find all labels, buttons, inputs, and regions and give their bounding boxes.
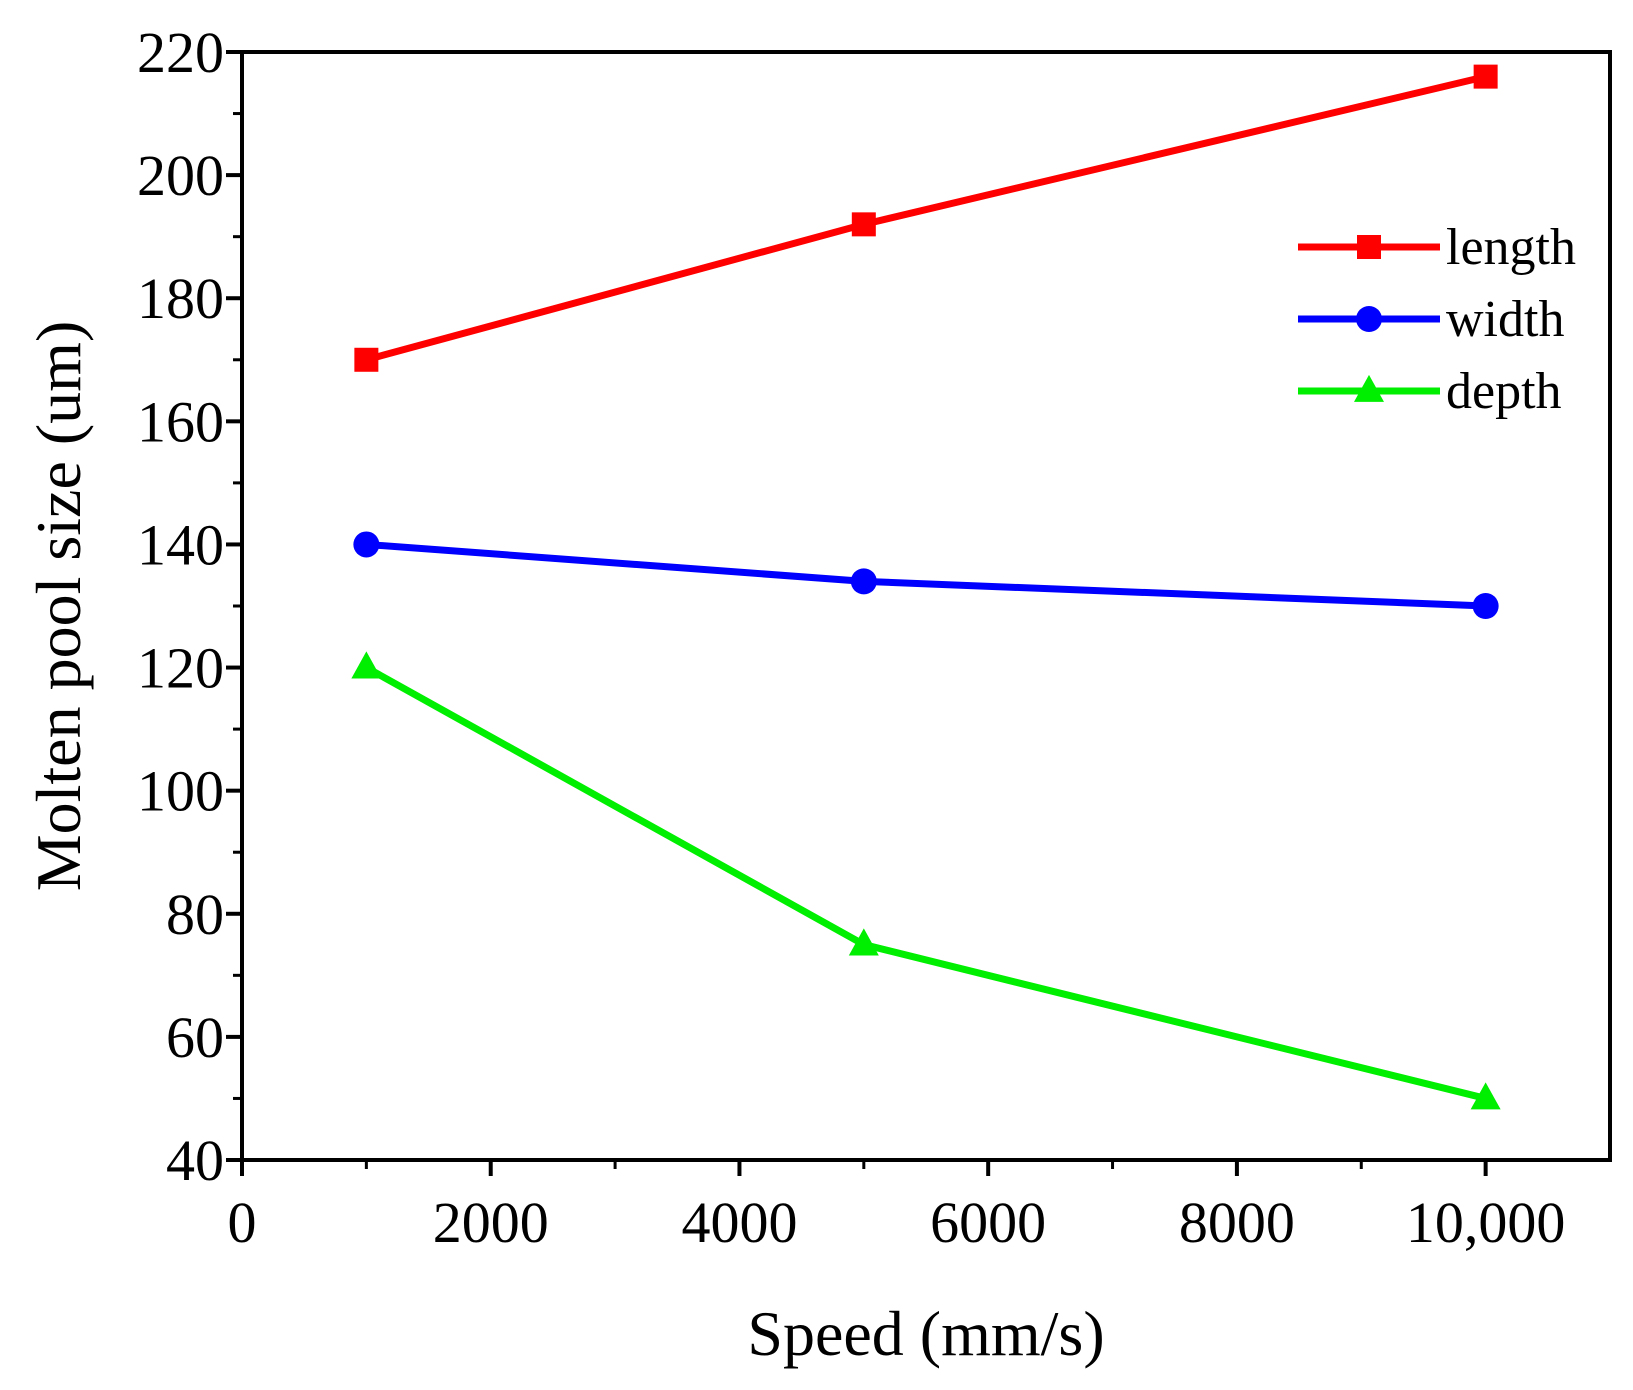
x-tick-label: 6000 xyxy=(930,1190,1046,1255)
y-tick-label: 100 xyxy=(137,759,224,824)
legend-marker xyxy=(1356,306,1382,332)
y-axis-tick-labels: 40 60 80 100 120 140 160 180 200 220 xyxy=(137,20,224,1193)
legend-item-width: width xyxy=(1298,291,1564,348)
data-point-depth xyxy=(351,651,382,679)
major-ticks xyxy=(226,50,1488,1176)
y-axis-title: Molten pool size (um) xyxy=(23,321,94,892)
plot-area-frame xyxy=(240,50,1612,1162)
data-point-width xyxy=(1472,593,1499,619)
data-point-length xyxy=(354,347,379,372)
series-depth xyxy=(351,651,1501,1110)
y-tick-label: 120 xyxy=(137,636,224,701)
x-tick-label: 2000 xyxy=(433,1190,549,1255)
legend-marker xyxy=(1354,374,1384,402)
series-layer xyxy=(351,64,1501,1110)
y-tick-label: 40 xyxy=(166,1128,224,1193)
y-tick-label: 160 xyxy=(137,389,224,454)
legend-label: width xyxy=(1446,291,1564,348)
y-tick-label: 60 xyxy=(166,1005,224,1070)
data-point-length xyxy=(851,212,876,237)
x-tick-label: 0 xyxy=(228,1190,257,1255)
legend-item-depth: depth xyxy=(1298,363,1562,420)
x-axis-title: Speed (mm/s) xyxy=(747,1298,1104,1369)
x-tick-label: 8000 xyxy=(1179,1190,1295,1255)
y-tick-label: 80 xyxy=(166,882,224,947)
legend-marker xyxy=(1357,235,1381,259)
y-tick-label: 180 xyxy=(137,266,224,331)
legend-label: length xyxy=(1446,219,1576,276)
y-tick-label: 140 xyxy=(137,512,224,577)
data-point-length xyxy=(1473,64,1498,89)
data-point-depth xyxy=(1470,1082,1501,1110)
x-tick-label: 4000 xyxy=(681,1190,797,1255)
data-point-depth xyxy=(848,928,879,956)
legend: length width depth xyxy=(1298,219,1576,420)
y-tick-label: 200 xyxy=(137,143,224,208)
legend-label: depth xyxy=(1446,363,1562,420)
data-point-width xyxy=(353,531,380,558)
x-axis-tick-labels: 0 2000 4000 6000 8000 10,000 xyxy=(228,1190,1566,1255)
series-length xyxy=(354,64,1498,372)
x-tick-label: 10,000 xyxy=(1406,1190,1566,1255)
series-width xyxy=(353,531,1499,619)
data-point-width xyxy=(850,568,877,595)
legend-item-length: length xyxy=(1298,219,1576,276)
y-tick-label: 220 xyxy=(137,20,224,85)
